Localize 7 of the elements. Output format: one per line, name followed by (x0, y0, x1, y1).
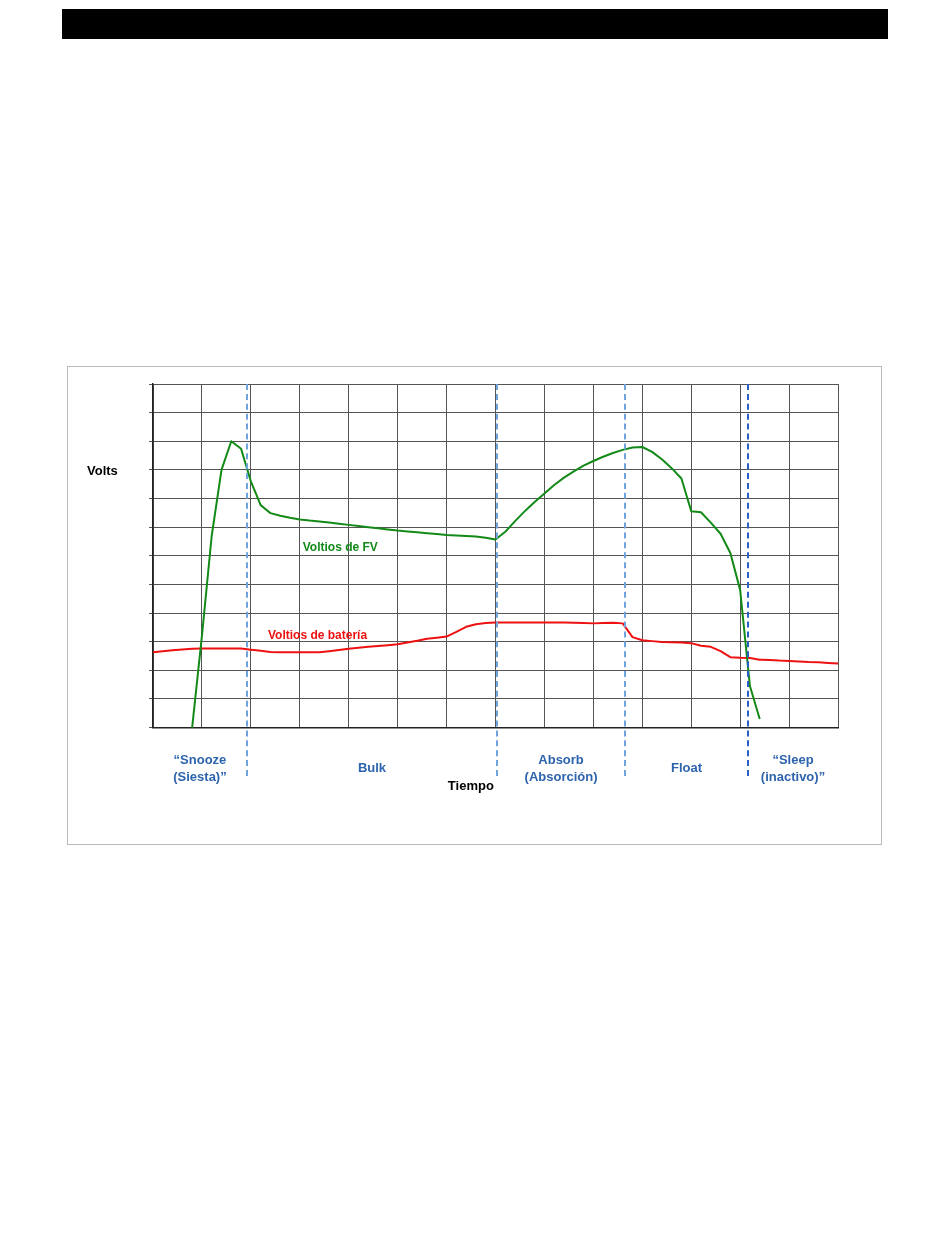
text: “Sleep (inactivo)” (760, 751, 826, 784)
text: Absorb (Absorción) (524, 751, 598, 784)
y-axis-title: Volts (87, 462, 118, 478)
text: Bulk (357, 760, 387, 776)
text: “Snooze (Siesta)” (173, 751, 227, 784)
text: Float (671, 760, 703, 776)
x-axis-title: Tiempo (447, 778, 494, 794)
